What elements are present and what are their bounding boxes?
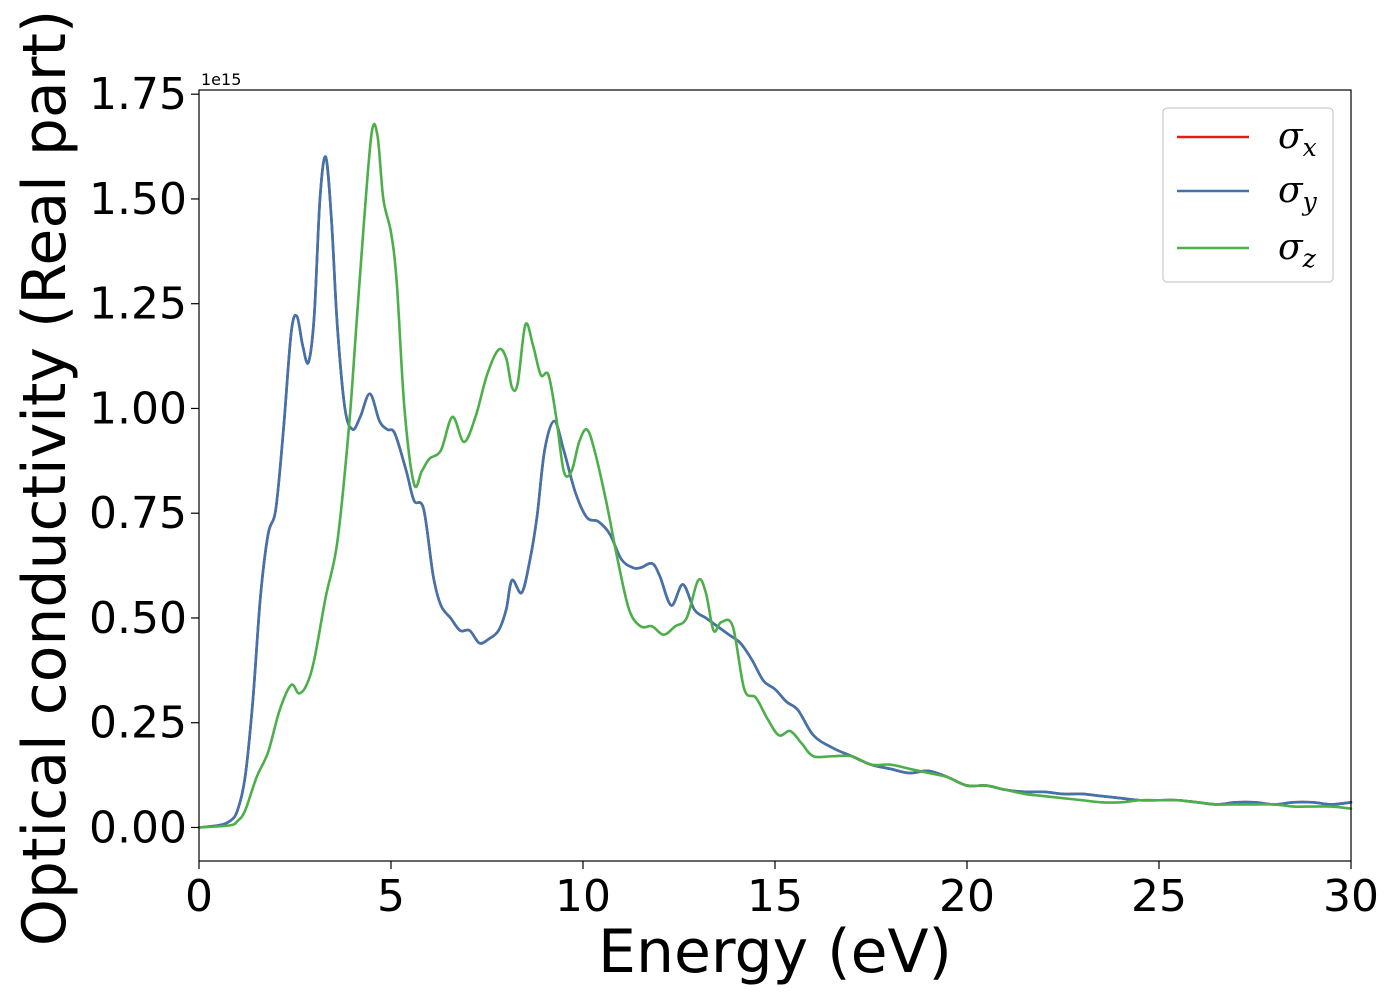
x-tick-label: 20: [939, 871, 995, 922]
y-tick-label: 0.75: [89, 488, 187, 539]
x-tick-label: 30: [1323, 871, 1379, 922]
y-axis-label: Optical conductivity (Real part): [10, 10, 80, 947]
x-tick-label: 15: [747, 871, 803, 922]
series-line-sigma-y: [197, 155, 1353, 829]
y-tick-label: 0.00: [89, 802, 187, 853]
y-tick-label: 0.25: [89, 698, 187, 749]
x-axis-label: Energy (eV): [598, 917, 952, 987]
x-axis-ticks: 0 5 10 15 20 25 30: [185, 861, 1379, 922]
y-tick-label: 1.00: [89, 383, 187, 434]
series-line-sigma-z: [197, 122, 1353, 829]
y-tick-label: 0.50: [89, 593, 187, 644]
x-tick-label: 5: [377, 871, 405, 922]
y-tick-label: 1.25: [89, 279, 187, 330]
y-axis-ticks: 0.00 0.25 0.50 0.75 1.00 1.25 1.50 1.75: [89, 69, 199, 853]
y-offset-label: 1e15: [201, 70, 241, 89]
y-tick-label: 1.50: [89, 174, 187, 225]
x-tick-label: 25: [1131, 871, 1187, 922]
y-tick-label: 1.75: [89, 69, 187, 120]
x-tick-label: 10: [555, 871, 611, 922]
series-layer: [197, 122, 1353, 829]
legend-box: [1162, 107, 1334, 283]
x-tick-label: 0: [185, 871, 213, 922]
